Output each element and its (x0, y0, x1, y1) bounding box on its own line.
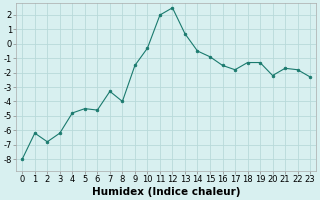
X-axis label: Humidex (Indice chaleur): Humidex (Indice chaleur) (92, 187, 240, 197)
